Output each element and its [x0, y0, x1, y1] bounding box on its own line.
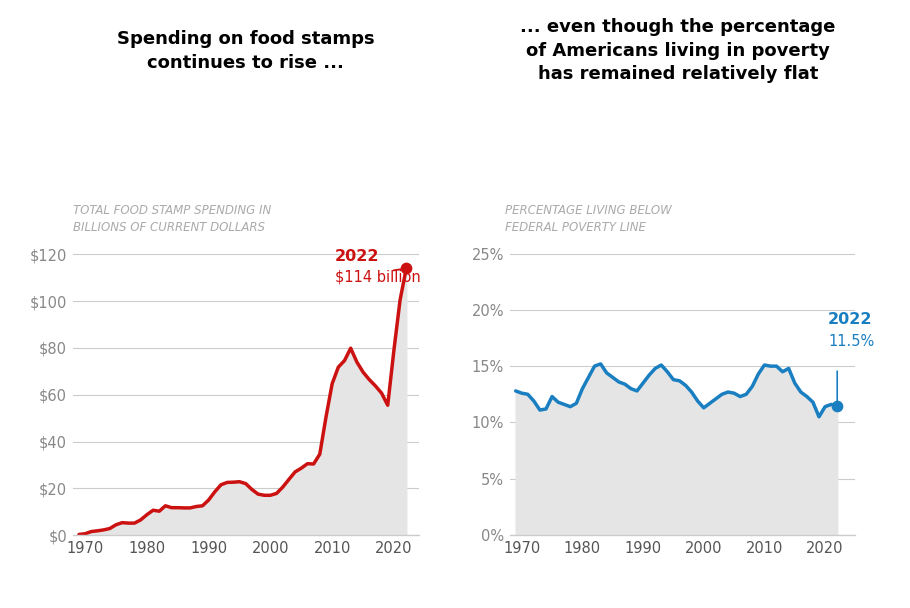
Text: Spending on food stamps
continues to rise ...: Spending on food stamps continues to ris…	[116, 30, 375, 72]
Text: 2022: 2022	[335, 249, 379, 264]
Point	[399, 264, 413, 274]
Text: TOTAL FOOD STAMP SPENDING IN
BILLIONS OF CURRENT DOLLARS: TOTAL FOOD STAMP SPENDING IN BILLIONS OF…	[73, 204, 271, 233]
Text: 2022: 2022	[828, 312, 873, 326]
Point	[830, 401, 844, 410]
Text: ... even though the percentage
of Americans living in poverty
has remained relat: ... even though the percentage of Americ…	[521, 18, 835, 83]
Text: PERCENTAGE LIVING BELOW
FEDERAL POVERTY LINE: PERCENTAGE LIVING BELOW FEDERAL POVERTY …	[505, 204, 672, 233]
Text: $114 billion: $114 billion	[335, 270, 421, 285]
Text: 11.5%: 11.5%	[828, 334, 875, 349]
